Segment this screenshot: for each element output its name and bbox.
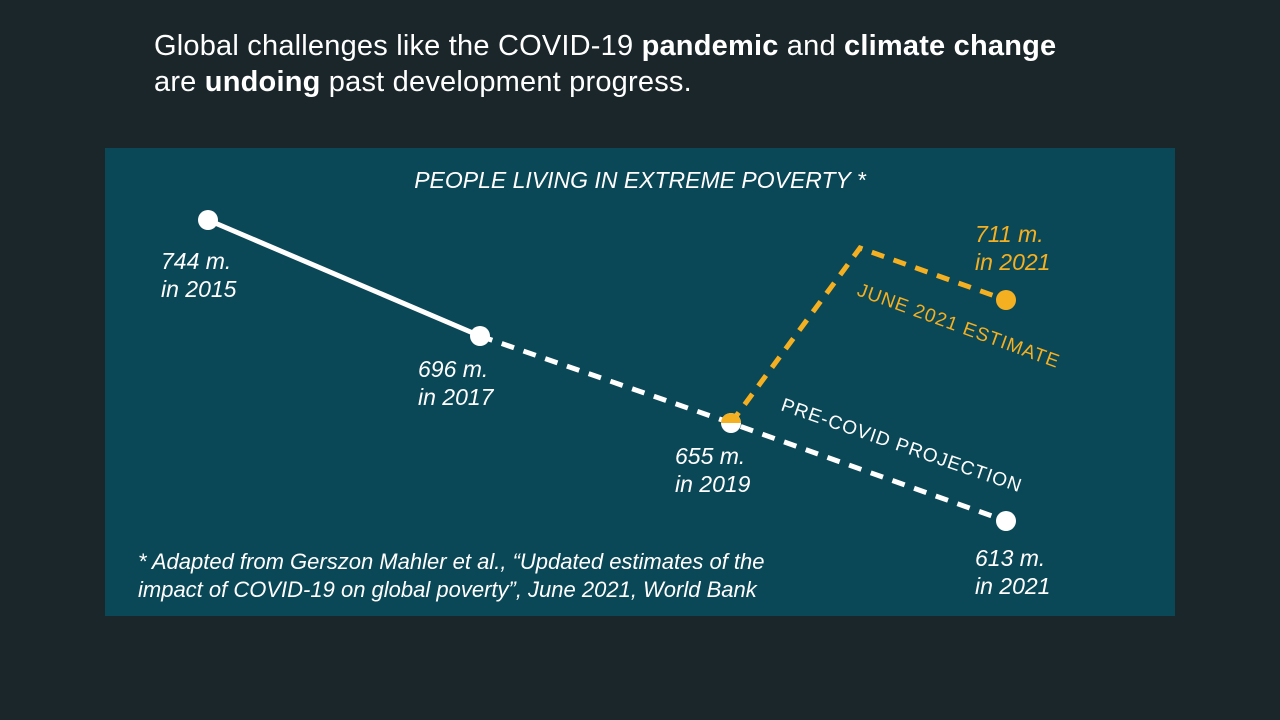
point-2021-estimate <box>996 290 1016 310</box>
line-june-2021-estimate <box>728 245 1007 425</box>
label-2021-projection: 613 m. in 2021 <box>975 545 1050 599</box>
headline-text-2: and <box>778 30 845 62</box>
label-2015: 744 m. in 2015 <box>161 248 237 302</box>
source-line-1: * Adapted from Gerszon Mahler et al., “U… <box>138 549 765 574</box>
chart-title: PEOPLE LIVING IN EXTREME POVERTY * <box>414 167 867 193</box>
point-2015 <box>198 210 218 230</box>
headline-bold-climate: climate change <box>844 30 1057 62</box>
source-line-2: impact of COVID-19 on global poverty”, J… <box>138 577 757 602</box>
point-2021-projection <box>996 511 1016 531</box>
headline-line-2: are undoing past development progress. <box>154 64 1154 100</box>
headline-text-3: are <box>154 66 205 98</box>
point-2017 <box>470 326 490 346</box>
label-2021-estimate: 711 m. in 2021 <box>975 221 1050 275</box>
headline-bold-undoing: undoing <box>204 66 321 98</box>
headline-text-4: past development progress. <box>320 66 692 98</box>
label-2019: 655 m. in 2019 <box>675 443 751 497</box>
headline-line-1: Global challenges like the COVID-19 pand… <box>154 28 1154 64</box>
label-2017: 696 m. in 2017 <box>418 356 495 410</box>
annotation-june-2021-estimate: JUNE 2021 ESTIMATE <box>854 280 1062 373</box>
headline-text-1: Global challenges like the COVID-19 <box>154 30 642 62</box>
chart-panel <box>105 148 1175 616</box>
point-2019-top-half <box>721 413 741 423</box>
headline-bold-pandemic: pandemic <box>641 30 779 62</box>
source-note: * Adapted from Gerszon Mahler et al., “U… <box>138 548 765 604</box>
line-2015-2017 <box>207 217 481 339</box>
headline: Global challenges like the COVID-19 pand… <box>154 28 1154 100</box>
